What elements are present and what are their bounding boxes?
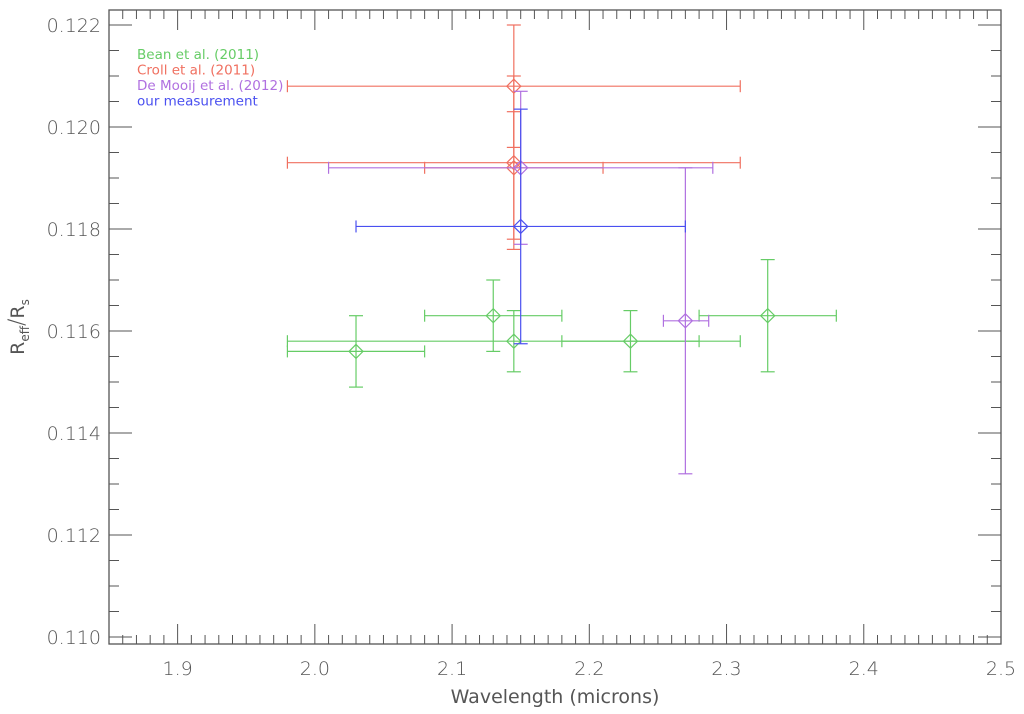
diamond-marker-icon <box>505 159 522 176</box>
legend-item: Bean et al. (2011) <box>137 47 259 63</box>
data-point <box>286 315 426 388</box>
data-point <box>424 279 563 352</box>
x-tick-label: 2.3 <box>711 658 741 680</box>
plot-frame <box>108 9 1002 645</box>
y-tick-label: 0.122 <box>47 15 101 37</box>
diamond-marker-icon <box>677 312 694 329</box>
y-tick-label: 0.118 <box>47 219 101 241</box>
x-axis-title: Wavelength (microns) <box>451 686 660 708</box>
series-our-measurement <box>355 108 686 345</box>
legend: Bean et al. (2011)Croll et al. (2011)De … <box>137 47 283 110</box>
diamond-marker-icon <box>505 333 522 350</box>
legend-item: our measurement <box>137 94 258 110</box>
data-point <box>424 111 604 240</box>
y-axis-ticks: 0.110 0.112 0.114 0.116 0.118 0.120 0.122 <box>47 15 1001 649</box>
y-tick-label: 0.120 <box>47 117 101 139</box>
diamond-marker-icon <box>348 343 364 360</box>
data-point <box>355 108 686 345</box>
plot-border <box>108 9 1002 645</box>
series-croll-et-al-2011 <box>286 24 741 250</box>
x-tick-label: 2.4 <box>849 658 879 680</box>
diamond-marker-icon <box>622 333 639 350</box>
data-series <box>286 24 837 475</box>
y-tick-label: 0.110 <box>47 627 101 649</box>
y-tick-label: 0.112 <box>47 525 101 547</box>
data-point <box>561 310 700 373</box>
y-tick-label: 0.116 <box>47 321 101 343</box>
x-tick-label: 1.9 <box>163 658 193 680</box>
data-point <box>698 259 837 373</box>
diamond-marker-icon <box>759 307 776 324</box>
x-tick-label: 2.5 <box>986 658 1016 680</box>
y-tick-label: 0.114 <box>47 423 101 445</box>
x-axis-ticks: 1.9 2.0 2.1 2.2 2.3 2.4 2.5 <box>122 10 1016 680</box>
series-bean-et-al-2011 <box>286 259 837 388</box>
x-tick-label: 2.2 <box>574 658 604 680</box>
diamond-marker-icon <box>512 218 529 235</box>
x-tick-label: 2.0 <box>300 658 330 680</box>
data-point <box>662 167 710 475</box>
legend-item: Croll et al. (2011) <box>137 63 255 79</box>
svg-text:Reff/Rs: Reff/Rs <box>5 299 32 355</box>
legend-item: De Mooij et al. (2012) <box>137 78 283 94</box>
y-axis-title: Reff/Rs <box>5 299 32 355</box>
x-tick-label: 2.1 <box>437 658 467 680</box>
diamond-marker-icon <box>485 307 502 324</box>
